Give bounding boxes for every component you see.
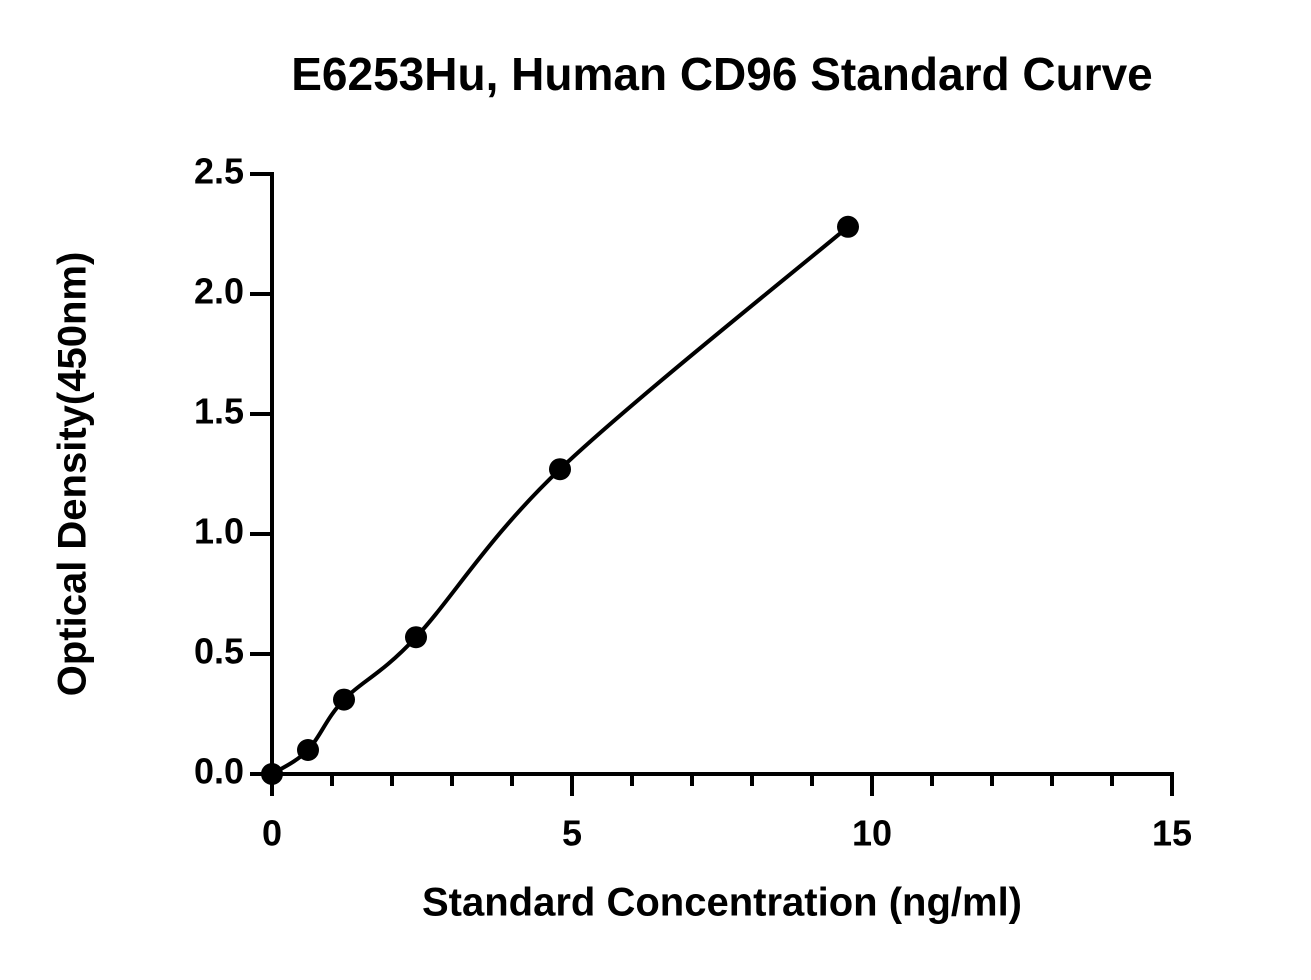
chart-title: E6253Hu, Human CD96 Standard Curve: [291, 48, 1153, 100]
data-point: [333, 688, 355, 711]
x-tick-label: 5: [562, 813, 582, 854]
y-tick-label: 0.0: [194, 751, 244, 792]
data-point: [405, 626, 427, 649]
x-axis-label: Standard Concentration (ng/ml): [422, 881, 1022, 925]
x-tick-label: 15: [1152, 813, 1192, 854]
x-tick-label: 10: [852, 813, 892, 854]
fit-curve: [270, 225, 850, 776]
x-tick-label: 0: [262, 813, 282, 854]
y-tick-label: 1.5: [194, 391, 244, 432]
data-point: [297, 739, 319, 761]
y-tick-label: 2.0: [194, 271, 244, 312]
y-tick-label: 2.5: [194, 151, 244, 192]
y-axis-label: Optical Density(450nm): [51, 252, 95, 697]
y-tick-label: 1.0: [194, 511, 244, 552]
y-tick-label: 0.5: [194, 631, 244, 672]
data-point: [549, 458, 571, 481]
data-point: [261, 763, 283, 785]
data-point: [837, 215, 859, 238]
